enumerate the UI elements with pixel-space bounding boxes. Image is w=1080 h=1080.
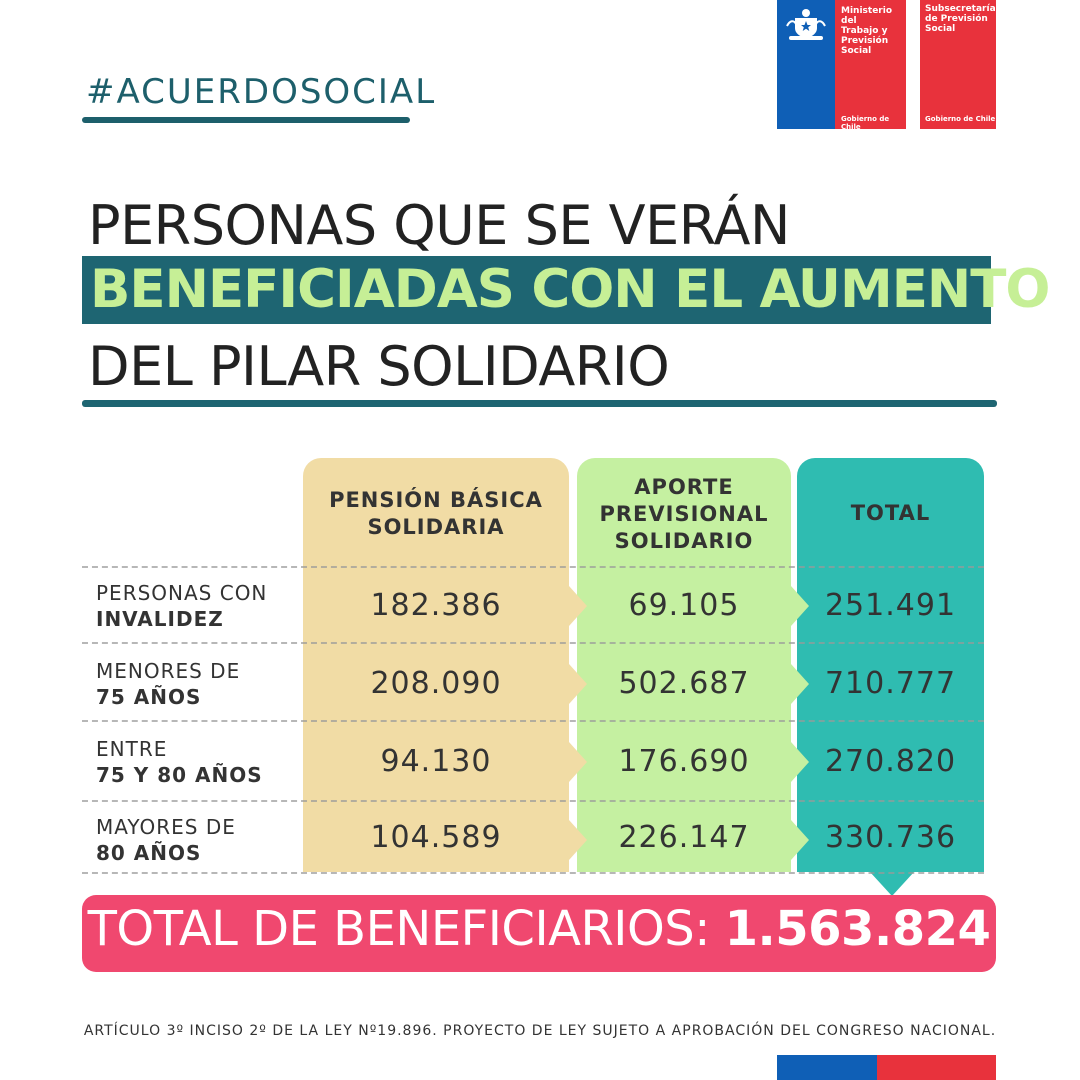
title-line-2: BENEFICIADAS CON EL AUMENTO (90, 259, 1050, 320)
row-separator (82, 720, 984, 722)
arrow-right-icon (569, 664, 587, 704)
column-total (797, 458, 984, 872)
ministerio-name: Ministerio del Trabajo y Previsión Socia… (841, 6, 893, 56)
gobierno-label-sub: Gobierno de Chile (925, 115, 996, 123)
cell-aps-menores-75: 502.687 (618, 666, 750, 701)
logo-red-panel: Ministerio del Trabajo y Previsión Socia… (835, 0, 906, 131)
column-pension-basica (303, 458, 569, 872)
total-beneficiarios-text: TOTAL DE BENEFICIARIOS: 1.563.824 (82, 901, 996, 957)
legal-footnote: ARTÍCULO 3º INCISO 2º DE LA LEY Nº19.896… (83, 1023, 997, 1039)
coat-of-arms-icon (786, 9, 826, 40)
arrow-right-icon (791, 820, 809, 860)
cell-pbs-mayores-80: 104.589 (370, 820, 502, 855)
total-beneficiarios-bar (82, 895, 996, 972)
row-separator (82, 642, 984, 644)
flag-stripe-blue (777, 1055, 877, 1080)
title-highlight-bar (82, 256, 991, 324)
row-label-invalidez: PERSONAS CON INVALIDEZ (96, 581, 268, 631)
cell-aps-entre-75-80: 176.690 (618, 744, 750, 779)
cell-total-entre-75-80: 270.820 (824, 744, 957, 779)
header-aporte-previsional: APORTE PREVISIONAL SOLIDARIO (599, 475, 769, 553)
subsecretaria-logo: Subsecretaría de Previsión Social Gobier… (920, 0, 996, 129)
cell-total-menores-75: 710.777 (824, 666, 957, 701)
row-label-mayores-80: MAYORES DE 80 AÑOS (96, 815, 236, 865)
row-label-menores-75: MENORES DE 75 AÑOS (96, 659, 241, 709)
arrow-right-icon (791, 664, 809, 704)
arrow-right-icon (569, 820, 587, 860)
gobierno-label: Gobierno de Chile (841, 115, 890, 131)
arrow-right-icon (569, 742, 587, 782)
title-line-3: DEL PILAR SOLIDARIO (88, 335, 670, 398)
arrow-right-icon (791, 586, 809, 626)
cell-pbs-invalidez: 182.386 (370, 588, 502, 623)
cell-aps-mayores-80: 226.147 (618, 820, 750, 855)
subsecretaria-name: Subsecretaría de Previsión Social (925, 4, 996, 34)
header-pension-basica: PENSIÓN BÁSICA SOLIDARIA (329, 488, 543, 539)
header-total: TOTAL (850, 501, 931, 525)
logo-blue-panel (777, 0, 835, 129)
cell-total-invalidez: 251.491 (824, 588, 957, 623)
row-label-entre-75-80: ENTRE 75 Y 80 AÑOS (96, 737, 263, 787)
row-separator (82, 800, 984, 802)
cell-pbs-menores-75: 208.090 (370, 666, 502, 701)
arrow-down-icon (870, 872, 914, 896)
arrow-right-icon (791, 742, 809, 782)
row-separator (82, 872, 984, 874)
total-value: 1.563.824 (724, 901, 991, 957)
arrow-right-icon (569, 586, 587, 626)
cell-total-mayores-80: 330.736 (824, 820, 957, 855)
flag-stripe-red (877, 1055, 996, 1080)
cell-pbs-entre-75-80: 94.130 (380, 744, 492, 779)
title-underline (82, 400, 997, 407)
cell-aps-invalidez: 69.105 (628, 588, 740, 623)
hashtag-underline (82, 117, 410, 123)
hashtag: #ACUERDOSOCIAL (86, 72, 437, 112)
total-label: TOTAL DE BENEFICIARIOS: (87, 901, 725, 957)
ministerio-logo: Ministerio del Trabajo y Previsión Socia… (777, 0, 906, 131)
column-aporte-previsional (577, 458, 791, 872)
title-line-1: PERSONAS QUE SE VERÁN (88, 194, 790, 257)
row-separator (82, 566, 984, 568)
